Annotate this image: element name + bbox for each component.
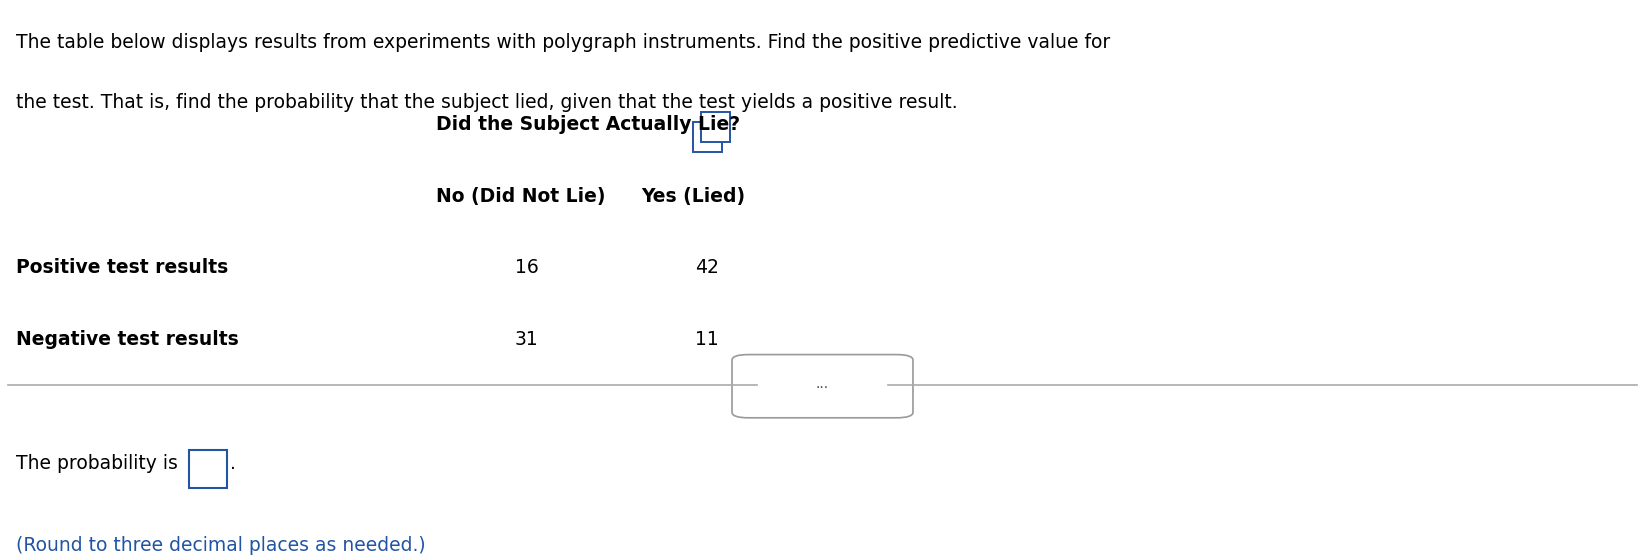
Text: Positive test results: Positive test results: [16, 258, 229, 277]
FancyBboxPatch shape: [732, 354, 913, 418]
Text: the test. That is, find the probability that the subject lied, given that the te: the test. That is, find the probability …: [16, 93, 957, 113]
FancyBboxPatch shape: [701, 112, 730, 142]
Text: (Round to three decimal places as needed.): (Round to three decimal places as needed…: [16, 536, 426, 555]
Text: Did the Subject Actually Lie?: Did the Subject Actually Lie?: [436, 116, 740, 134]
Text: 16: 16: [515, 258, 538, 277]
Text: 11: 11: [696, 330, 719, 349]
Text: No (Did Not Lie): No (Did Not Lie): [436, 187, 605, 206]
Text: Negative test results: Negative test results: [16, 330, 239, 349]
Text: The probability is: The probability is: [16, 454, 184, 473]
Text: 42: 42: [696, 258, 719, 277]
Text: .: .: [230, 454, 237, 473]
Text: 31: 31: [515, 330, 538, 349]
Text: ...: ...: [816, 377, 829, 391]
Text: Yes (Lied): Yes (Lied): [642, 187, 745, 206]
Text: The table below displays results from experiments with polygraph instruments. Fi: The table below displays results from ex…: [16, 33, 1110, 52]
FancyBboxPatch shape: [189, 450, 227, 488]
FancyBboxPatch shape: [693, 122, 722, 152]
